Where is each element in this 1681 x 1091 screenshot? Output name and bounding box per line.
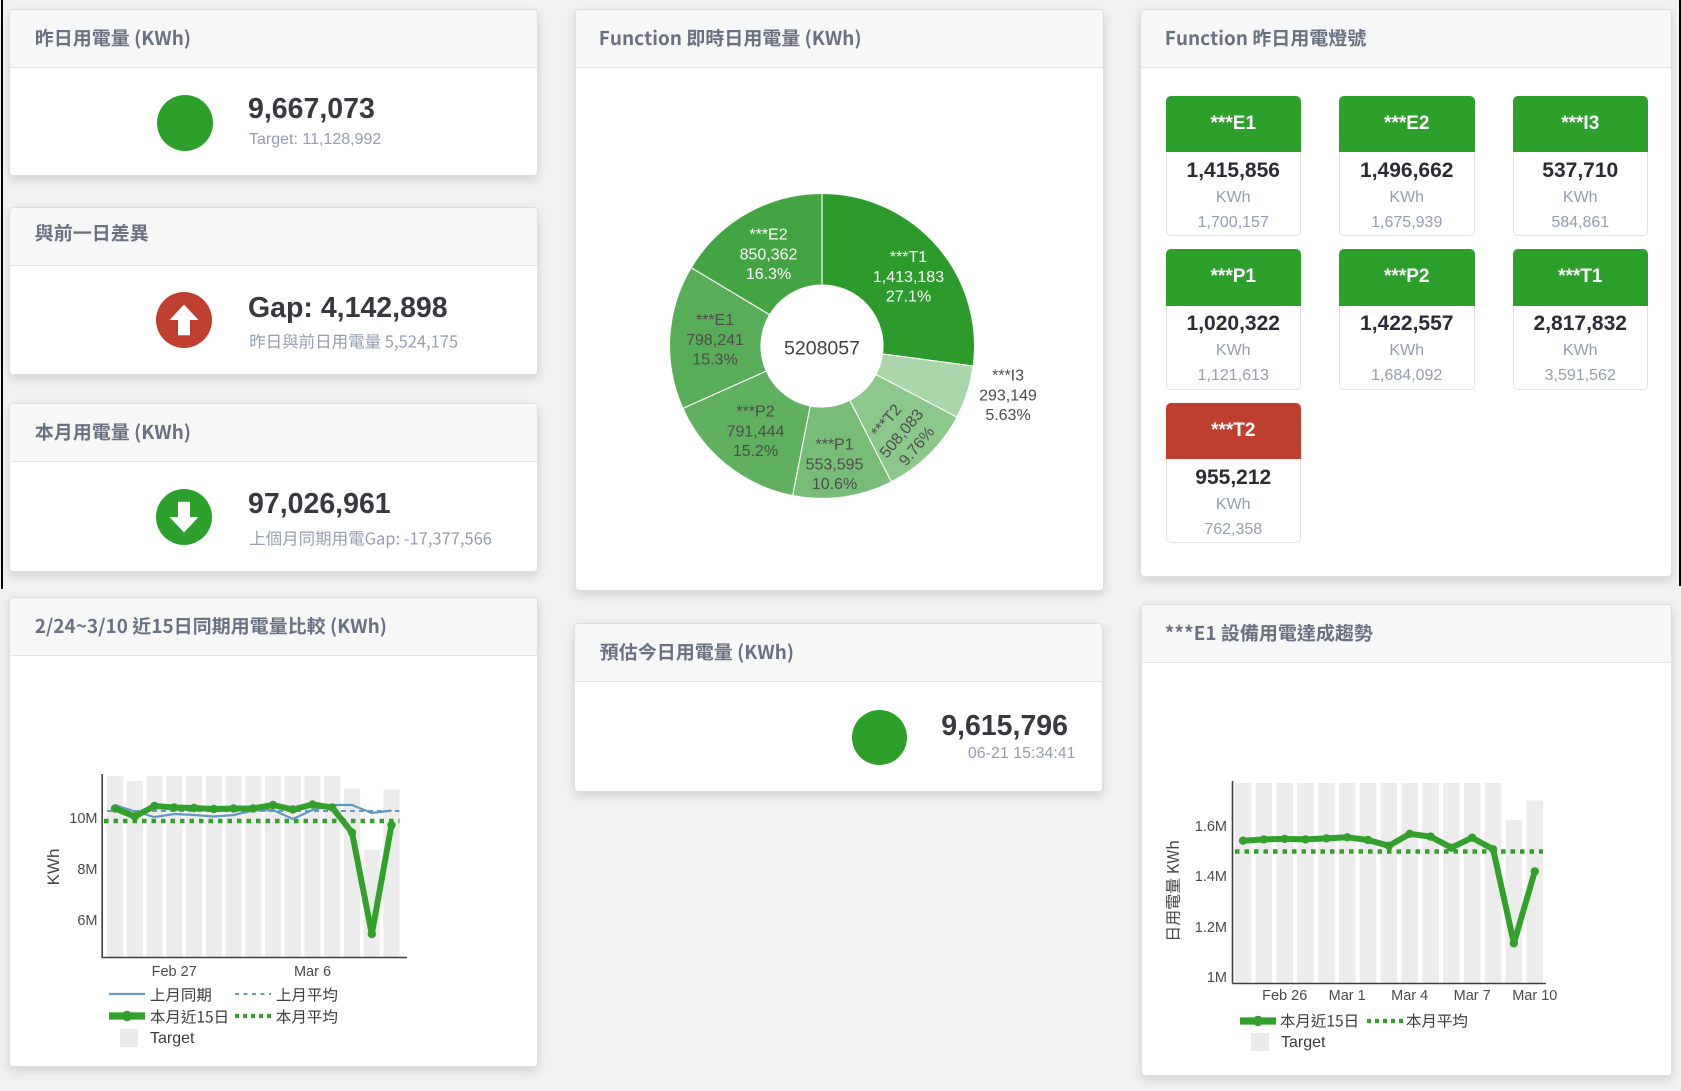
svg-text:Feb 26: Feb 26 <box>1262 988 1307 1004</box>
svg-text:8M: 8M <box>77 862 97 878</box>
svg-text:791,444: 791,444 <box>727 423 785 440</box>
svg-text:Mar 4: Mar 4 <box>1391 988 1428 1004</box>
svg-text:5.63%: 5.63% <box>985 407 1030 424</box>
svg-text:6M: 6M <box>77 913 97 929</box>
svg-text:798,241: 798,241 <box>686 332 744 349</box>
svg-text:293,149: 293,149 <box>979 387 1037 404</box>
svg-text:553,595: 553,595 <box>806 456 864 473</box>
svg-text:16.3%: 16.3% <box>746 266 791 283</box>
svg-text:***P2: ***P2 <box>736 404 774 421</box>
svg-text:1.2M: 1.2M <box>1195 920 1227 936</box>
svg-text:1,413,183: 1,413,183 <box>873 269 944 286</box>
svg-text:***E2: ***E2 <box>749 227 787 244</box>
svg-text:Mar 7: Mar 7 <box>1454 988 1491 1004</box>
svg-text:15.2%: 15.2% <box>733 443 778 460</box>
svg-text:1.4M: 1.4M <box>1195 869 1227 885</box>
svg-text:***E1: ***E1 <box>696 312 734 329</box>
svg-text:10.6%: 10.6% <box>812 476 857 493</box>
svg-text:10M: 10M <box>69 811 97 827</box>
svg-text:1M: 1M <box>1207 970 1227 986</box>
svg-text:***I3: ***I3 <box>992 368 1024 385</box>
svg-text:Mar 10: Mar 10 <box>1512 988 1557 1004</box>
svg-text:1.6M: 1.6M <box>1195 819 1227 835</box>
svg-text:Feb 27: Feb 27 <box>152 964 197 980</box>
svg-text:Mar 6: Mar 6 <box>294 964 331 980</box>
svg-text:15.3%: 15.3% <box>692 352 737 369</box>
svg-text:Mar 1: Mar 1 <box>1329 988 1366 1004</box>
svg-text:27.1%: 27.1% <box>886 289 931 306</box>
svg-text:850,362: 850,362 <box>740 246 798 263</box>
svg-text:***P1: ***P1 <box>815 437 853 454</box>
svg-text:5208057: 5208057 <box>784 338 860 360</box>
svg-text:***T1: ***T1 <box>890 249 927 266</box>
